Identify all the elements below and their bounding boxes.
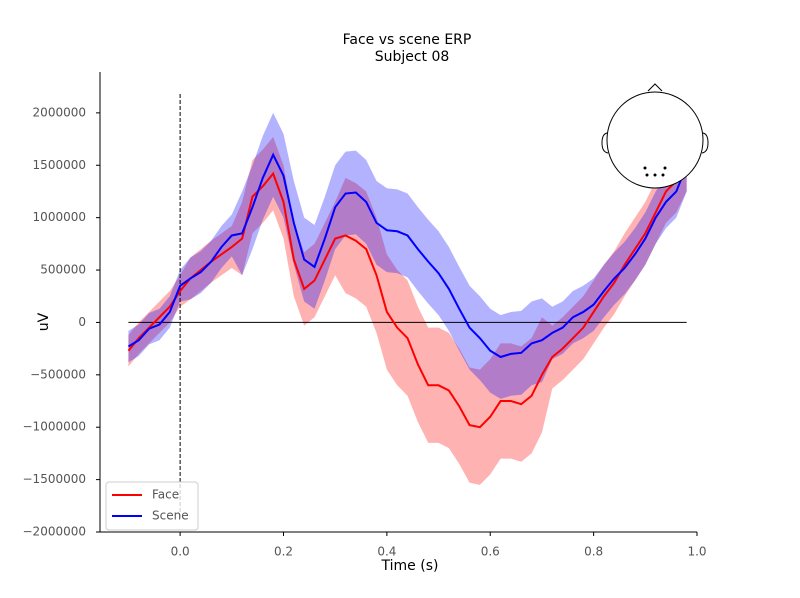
legend-label: Scene	[152, 509, 189, 523]
chart-subtitle: Subject 08	[375, 49, 450, 65]
series-line	[127, 152, 688, 359]
x-axis-label: Time (s)	[381, 558, 439, 574]
y-tick-label: 500000	[40, 263, 86, 277]
chart-title: Face vs scene ERP	[343, 32, 472, 48]
x-tick-label: 0.4	[377, 545, 396, 559]
series-line	[127, 159, 688, 429]
y-tick-label: −1500000	[23, 472, 87, 486]
x-tick-label: 0.8	[584, 545, 603, 559]
y-tick-label: 1500000	[33, 158, 86, 172]
legend-label: Face	[152, 488, 179, 502]
y-tick-label: 1000000	[33, 210, 86, 224]
y-tick-label: 2000000	[33, 105, 86, 119]
x-tick-label: 1.0	[687, 545, 706, 559]
x-tick-label: 0.2	[274, 545, 293, 559]
x-tick-label: 0.0	[171, 545, 190, 559]
y-axis-label: uV	[36, 312, 52, 331]
y-tick-label: −500000	[30, 367, 86, 381]
y-tick-label: −1000000	[23, 420, 87, 434]
y-tick-label: 0	[78, 315, 86, 329]
confidence-band	[128, 112, 687, 399]
x-tick-label: 0.6	[481, 545, 500, 559]
confidence-band	[128, 128, 687, 485]
y-tick-label: −2000000	[23, 525, 87, 539]
sensor-head	[601, 83, 709, 189]
